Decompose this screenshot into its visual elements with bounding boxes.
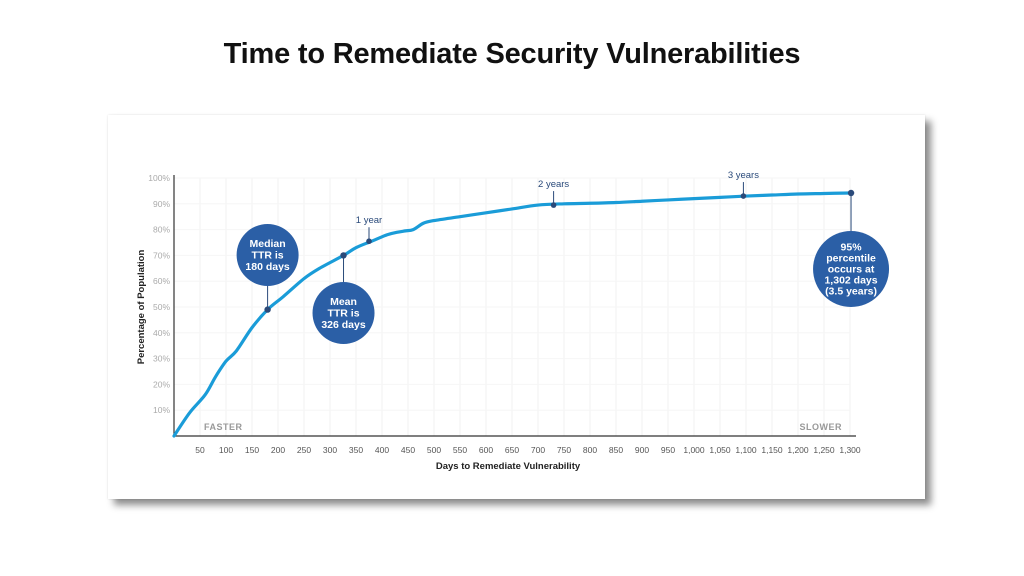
x-tick-label: 700 [531, 445, 545, 455]
x-tick-label: 200 [271, 445, 285, 455]
x-tick-label: 350 [349, 445, 363, 455]
y-tick-label: 10% [153, 405, 170, 415]
ttr-line-chart: 10% 20% 30% 40% 50% 60% 70% 80% 90% 100% 50 100 150… [136, 170, 890, 472]
x-tick-label: 550 [453, 445, 467, 455]
x-tick-label: 1,100 [735, 445, 757, 455]
callout-text: TTR is [252, 250, 284, 262]
chart-card: 10% 20% 30% 40% 50% 60% 70% 80% 90% 100% 50 100 150… [108, 115, 925, 499]
x-tick-label: 800 [583, 445, 597, 455]
callout-dot [340, 252, 347, 259]
marker-label: 3 years [728, 170, 759, 181]
callout-text: 95% [841, 242, 863, 254]
y-tick-label: 100% [148, 173, 170, 183]
x-tick-label: 950 [661, 445, 675, 455]
callout-text: 180 days [245, 261, 290, 273]
x-tick-label: 1,000 [683, 445, 705, 455]
slower-label: SLOWER [800, 422, 843, 432]
callout-text: Mean [330, 296, 357, 308]
x-tick-label: 450 [401, 445, 415, 455]
x-axis-label: Days to Remediate Vulnerability [436, 461, 581, 472]
y-tick-label: 40% [153, 328, 170, 338]
callout-text: 326 days [321, 319, 366, 331]
y-tick-label: 50% [153, 302, 170, 312]
y-tick-label: 90% [153, 199, 170, 209]
y-tick-label: 80% [153, 225, 170, 235]
grid-lines [174, 177, 851, 436]
x-tick-label: 900 [635, 445, 649, 455]
callout-bubble [236, 224, 299, 286]
callout-text: TTR is [327, 308, 359, 320]
page-title: Time to Remediate Security Vulnerabiliti… [223, 38, 801, 70]
y-tick-labels: 10% 20% 30% 40% 50% 60% 70% 80% 90% 100% [148, 173, 170, 415]
callout-text: (3.5 years) [825, 286, 877, 298]
x-tick-label: 100 [219, 445, 233, 455]
marker-dot [366, 238, 372, 245]
x-tick-label: 600 [479, 445, 493, 455]
x-tick-label: 400 [375, 445, 389, 455]
y-tick-label: 30% [153, 354, 170, 364]
y-tick-label: 70% [153, 250, 170, 260]
callout-dot [847, 189, 855, 197]
x-tick-label: 500 [427, 445, 441, 455]
x-tick-label: 1,050 [709, 445, 731, 455]
x-tick-labels: 50 100 150 200 250 300 350 400 450 500 550 600 650 70… [195, 445, 861, 455]
x-tick-label: 50 [195, 445, 205, 455]
y-tick-label: 60% [153, 276, 170, 286]
callout-bubble [312, 282, 375, 344]
x-tick-label: 1,150 [761, 445, 783, 455]
y-tick-label: 20% [153, 379, 170, 389]
callout-text: Median [250, 238, 286, 250]
faster-label: FASTER [204, 422, 243, 432]
callout-text: 1,302 days [824, 275, 877, 287]
marker-dot [550, 202, 557, 208]
callout-text: percentile [826, 253, 876, 265]
series-line [172, 191, 853, 438]
x-tick-label: 300 [323, 445, 337, 455]
x-tick-label: 1,200 [787, 445, 809, 455]
x-tick-label: 250 [297, 445, 311, 455]
axes [173, 175, 856, 437]
x-tick-label: 1,300 [839, 445, 861, 455]
callout-text: occurs at [828, 264, 875, 276]
x-tick-label: 650 [505, 445, 519, 455]
callout-bubble [813, 231, 890, 307]
x-tick-label: 1,250 [813, 445, 835, 455]
x-tick-label: 150 [245, 445, 259, 455]
callout-dot [264, 306, 271, 313]
y-axis-label: Percentage of Population [136, 250, 147, 365]
x-tick-label: 850 [609, 445, 623, 455]
marker-dot [740, 193, 747, 199]
marker-label: 2 years [538, 179, 569, 190]
x-tick-label: 750 [557, 445, 571, 455]
milestone-markers: 1 year 2 years 3 years [356, 170, 759, 245]
marker-label: 1 year [356, 215, 382, 226]
